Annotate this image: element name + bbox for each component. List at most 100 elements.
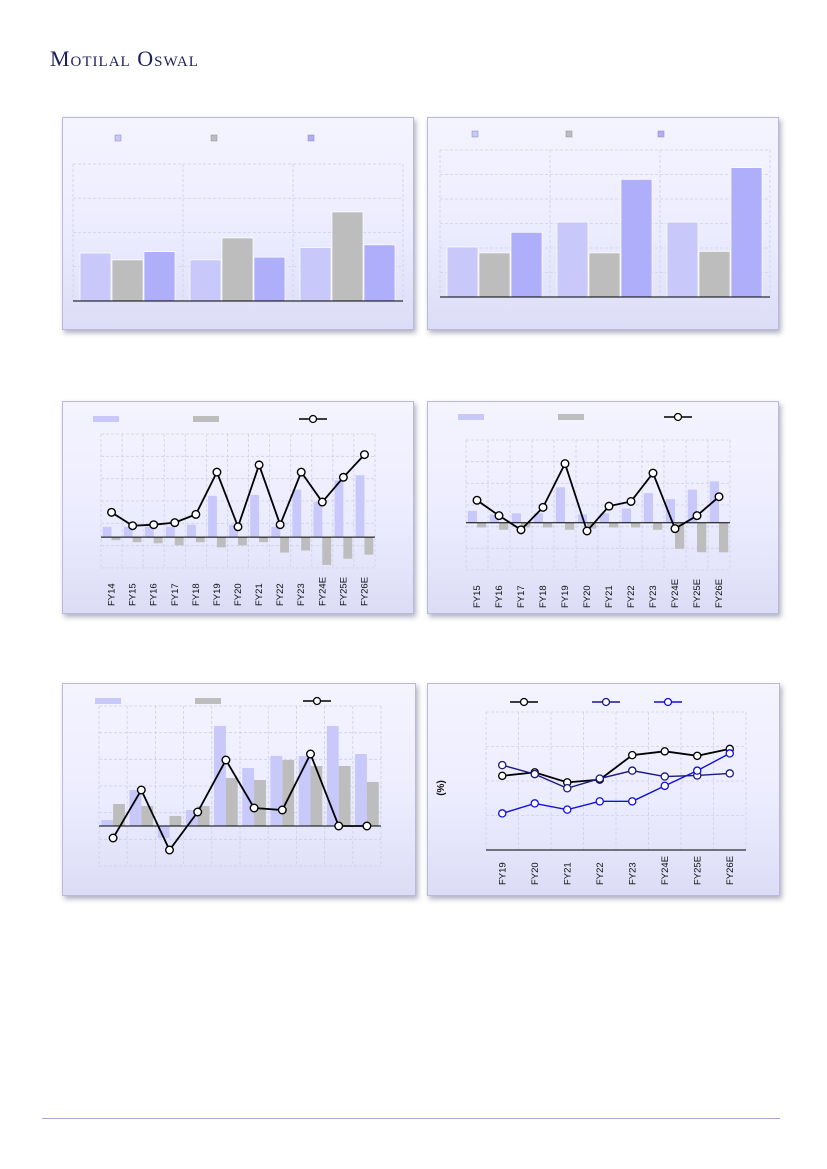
bar: [143, 251, 176, 302]
line-point: [714, 492, 724, 502]
footer-divider: [42, 1118, 780, 1119]
bar: [620, 179, 653, 298]
line-point: [595, 774, 604, 783]
line-point: [582, 526, 592, 536]
line-point: [275, 520, 285, 530]
line-point: [362, 821, 372, 831]
series-line: [502, 752, 731, 815]
series-line: [111, 454, 366, 530]
bar: [111, 537, 121, 541]
x-tick-label: FY21: [604, 585, 615, 608]
bar: [174, 537, 184, 546]
legend-swatch: [307, 134, 315, 142]
line-point: [725, 769, 734, 778]
bar: [331, 211, 364, 302]
line-point: [516, 525, 526, 535]
line-point: [498, 771, 507, 781]
line-point: [338, 472, 348, 482]
legend-swatch: [114, 134, 122, 142]
bar: [355, 475, 365, 538]
x-tick-label: FY18: [538, 585, 549, 608]
bar: [326, 726, 339, 826]
line-point: [604, 501, 614, 511]
x-tick-label: FY26E: [725, 856, 736, 885]
bar: [238, 537, 247, 546]
line-point: [277, 805, 287, 815]
bar: [254, 780, 266, 826]
line-point: [108, 833, 118, 843]
chart-panel-5: [62, 683, 416, 896]
bar: [282, 760, 295, 826]
bar: [301, 537, 311, 551]
x-tick-label: FY25E: [338, 577, 349, 606]
legend-marker: [673, 412, 683, 422]
bar: [299, 247, 332, 302]
bar: [101, 820, 114, 826]
legend-marker: [519, 697, 529, 707]
bar: [666, 221, 699, 298]
chart-panel-1: [62, 117, 414, 330]
bar: [555, 487, 565, 523]
bar: [446, 246, 479, 298]
line-point: [627, 750, 637, 760]
brand-logo: Motilal Oswal: [50, 46, 199, 71]
legend-swatch: [210, 134, 218, 142]
chart-5: [95, 696, 382, 867]
line-point: [627, 766, 637, 775]
chart-1: [72, 134, 404, 302]
bar: [533, 513, 543, 523]
x-tick-label: FY17: [516, 585, 527, 608]
bar: [185, 810, 198, 826]
line-point: [191, 509, 201, 519]
line-point: [498, 809, 507, 818]
line-point: [498, 760, 507, 770]
line-point: [170, 518, 180, 528]
bar: [730, 167, 763, 298]
line-point: [212, 467, 222, 477]
line-point: [648, 468, 658, 478]
bar: [229, 524, 238, 538]
line-point: [305, 749, 315, 759]
bar: [687, 489, 697, 523]
bar: [719, 522, 729, 553]
bar: [271, 526, 281, 538]
bar: [609, 522, 619, 528]
chart-3: FY14 FY15 FY16 FY17 FY18 FY19 FY20 FY21 FY22 FY23…: [93, 414, 376, 606]
bar: [270, 756, 283, 826]
line-point: [692, 766, 702, 775]
bar: [129, 790, 142, 826]
chart-4: FY15 FY16 FY17 FY18 FY19 FY20 FY21 FY22 FY23 FY24…: [458, 412, 731, 608]
legend-swatch: [471, 130, 479, 138]
bar: [310, 766, 323, 826]
legend-marker: [312, 696, 322, 706]
legend-swatch: [458, 414, 484, 420]
x-tick-label: FY23: [648, 585, 659, 608]
x-tick-label: FY15: [128, 583, 139, 606]
chart-panel-2: [427, 117, 779, 330]
bar: [280, 537, 290, 553]
line-point: [233, 522, 243, 532]
bar: [292, 489, 302, 538]
x-tick-label: FY19: [560, 585, 571, 608]
legend-swatch: [657, 130, 665, 138]
legend-swatch: [93, 416, 119, 422]
line-point: [359, 450, 369, 460]
bar: [511, 513, 521, 523]
bar: [225, 778, 238, 826]
bar: [195, 537, 205, 543]
bar: [675, 522, 685, 549]
bar: [141, 806, 154, 826]
bar: [169, 816, 182, 826]
bar: [543, 522, 553, 528]
bar: [363, 244, 396, 302]
line-point: [660, 781, 669, 791]
bar: [259, 537, 268, 543]
line-point: [562, 805, 572, 814]
x-tick-label: FY17: [170, 583, 181, 606]
bar: [313, 502, 323, 538]
bar: [189, 259, 222, 302]
bar: [123, 526, 133, 538]
bar: [643, 493, 653, 523]
bar: [565, 522, 575, 530]
chart-panel-3: FY14 FY15 FY16 FY17 FY18 FY19 FY20 FY21 FY22 FY23…: [62, 401, 414, 614]
